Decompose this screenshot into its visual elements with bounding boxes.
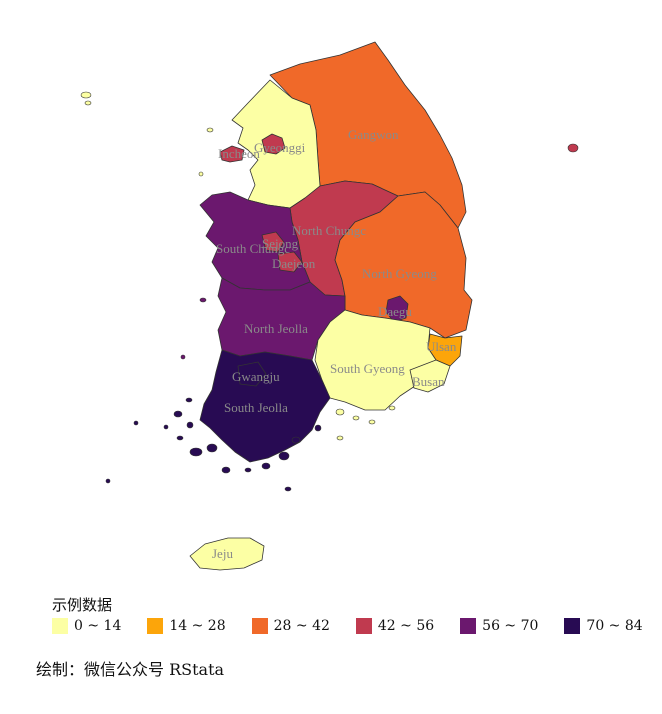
region-busan[interactable] [409,359,451,393]
region-seoul[interactable] [261,133,286,155]
island [335,408,345,416]
island [284,486,292,492]
region-gwangju[interactable] [237,361,267,387]
legend-item: 42 ~ 56 [355,618,435,634]
legend-swatch [251,618,268,634]
caption: 绘制：微信公众号 RStata [36,660,225,679]
island [199,297,207,303]
legend-item: 28 ~ 42 [251,618,330,634]
legend-item: 56 ~ 70 [460,618,538,634]
label-incheon: Incheon [218,146,260,161]
label-gwangju: Gwangju [232,369,280,384]
island [278,451,290,461]
region-sejong[interactable] [261,231,285,253]
legend-label: 28 ~ 42 [273,618,330,634]
legend-label: 42 ~ 56 [377,618,435,634]
label-sejong: Sejong [262,236,299,251]
island [352,415,360,421]
legend-label: 56 ~ 70 [482,618,539,634]
label-south-jeolla: South Jeolla [224,400,288,415]
legend-swatch [147,618,164,634]
region-daegu[interactable] [385,295,409,323]
island [133,420,139,426]
region-south-jeolla[interactable] [199,349,331,463]
region-south-gyeongsang[interactable] [314,309,437,411]
legend-label: 14 ~ 28 [169,618,226,634]
island [189,447,203,457]
island [173,410,183,418]
label-busan: Busan [412,374,445,389]
legend-swatch [52,618,68,634]
korea-choropleth-map: Gyeonggi Incheon Gangwon North Chungc So… [80,41,579,571]
label-gyeonggi: Gyeonggi [254,140,306,155]
legend-swatch [355,618,372,634]
island [198,171,204,177]
label-daejeon: Daejeon [272,256,316,271]
label-jeju: Jeju [212,546,233,561]
island [567,143,579,153]
island [176,435,184,441]
legend-title: 示例数据 [52,596,113,614]
legend-swatch [460,618,477,634]
island [291,436,301,444]
legend-label: 0 ~ 14 [74,618,122,634]
island [336,435,344,441]
island [186,421,194,429]
island [105,478,111,484]
legend-label: 70 ~ 84 [586,618,643,634]
islands-group [80,91,579,492]
label-ulsan: Ulsan [426,339,457,354]
label-north-jeolla: North Jeolla [244,321,308,336]
label-daegu: Daegu [378,304,412,319]
legend: 示例数据 0 ~ 14 14 ~ 28 28 ~ 42 42 ~ 56 56 ~ 70 7… [52,594,652,642]
island [221,466,231,474]
region-labels: Gyeonggi Incheon Gangwon North Chungc So… [212,127,457,561]
island [180,354,186,360]
legend-item: 70 ~ 84 [564,618,643,634]
island [261,462,271,470]
legend-item: 0 ~ 14 [52,618,121,634]
legend-items: 0 ~ 14 14 ~ 28 28 ~ 42 42 ~ 56 56 ~ 70 70 ~ 8… [52,618,662,634]
label-south-chungcheong: South Chungc [216,241,290,256]
region-daejeon[interactable] [277,251,303,273]
island [84,100,92,106]
region-incheon[interactable] [219,145,245,163]
island [368,419,376,425]
label-gangwon: Gangwon [348,127,399,142]
label-north-gyeongsang: North Gyeong [362,266,437,281]
legend-item: 14 ~ 28 [147,618,226,634]
island [206,443,218,453]
island [244,467,252,473]
island [314,424,322,432]
region-jeju[interactable] [189,537,265,571]
island [80,91,92,99]
legend-swatch [564,618,581,634]
island [206,127,214,133]
island [163,424,169,430]
island [185,397,193,403]
label-north-chungcheong: North Chungc [292,223,366,238]
label-south-gyeongsang: South Gyeong [330,361,405,376]
island [388,405,396,411]
